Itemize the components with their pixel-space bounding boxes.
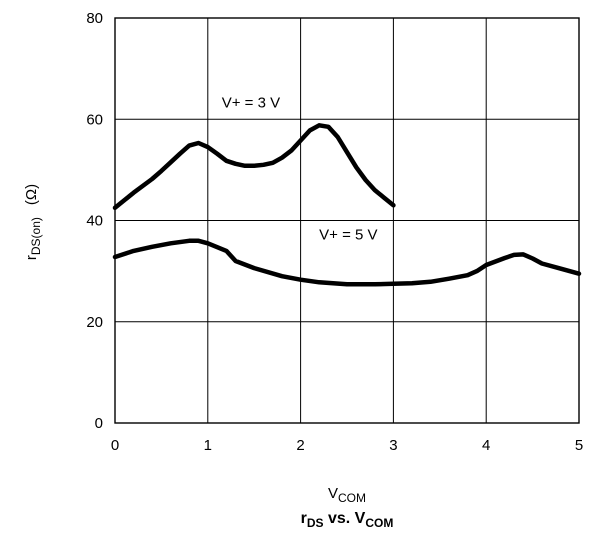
x-tick-label-2: 2: [296, 437, 304, 454]
y-tick-label-3: 60: [86, 111, 103, 128]
x-tick-label-1: 1: [204, 437, 212, 454]
y-tick-label-0: 0: [95, 415, 103, 432]
y-axis-label: rDS(on)(Ω): [23, 184, 43, 260]
series-annotation-1: V+ = 5 V: [319, 227, 377, 244]
series-layer: [112, 123, 582, 287]
chart-title: rDS vs. VCOM: [301, 510, 394, 530]
x-tick-label-4: 4: [482, 437, 490, 454]
y-tick-label-4: 80: [86, 10, 103, 27]
x-tick-label-3: 3: [389, 437, 397, 454]
series-line-3v: [112, 123, 396, 211]
x-tick-labels: 0 1 2 3 4 5: [111, 437, 583, 454]
plot-frame: [114, 17, 580, 424]
x-tick-label-0: 0: [111, 437, 119, 454]
grid: [114, 17, 580, 424]
series-annotation-0: V+ = 3 V: [222, 95, 280, 112]
y-tick-label-1: 20: [86, 314, 103, 331]
y-tick-labels: 0 20 40 60 80: [86, 10, 103, 432]
x-axis-label: VCOM: [328, 485, 366, 505]
x-tick-label-5: 5: [575, 437, 583, 454]
series-line-5v: [112, 238, 582, 287]
annotations: V+ = 3 V V+ = 5 V: [222, 95, 378, 244]
y-tick-label-2: 40: [86, 213, 103, 230]
